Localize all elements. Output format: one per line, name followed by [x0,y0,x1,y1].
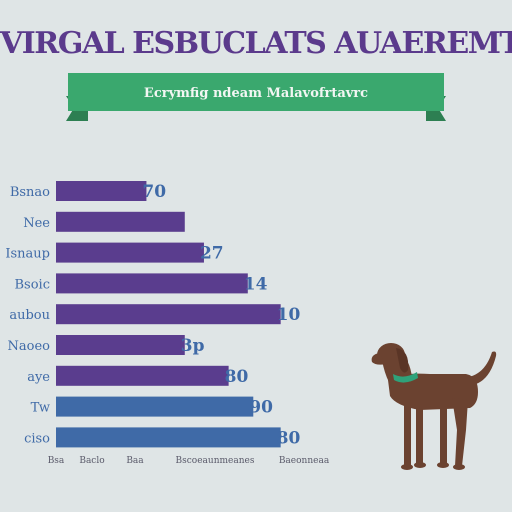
data-label: 27 [200,244,224,264]
bar [56,211,185,232]
category-label: aye [27,370,50,385]
category-label: Isnaup [5,247,50,262]
bar [56,242,204,263]
category-label: ciso [24,431,50,446]
category-label: Naoeo [8,339,51,354]
bar [56,427,281,448]
x-tick-label: Baa [126,456,144,466]
category-label: Nee [23,216,50,231]
x-tick-label: Baeonneaa [279,456,330,466]
data-label: 90 [249,398,273,418]
bar [56,181,147,201]
data-label: 14 [244,274,268,294]
data-label: 3p [181,336,205,356]
bar [56,365,229,386]
dog-icon [371,343,497,470]
category-label: Bsoic [15,277,51,292]
x-tick-labels: Bsa Baclo Baa Bscoeaunmeanes Baeonneaa [48,456,330,466]
bar [56,396,254,417]
category-label: Tw [31,401,50,416]
bar [56,335,185,355]
x-tick-label: Bsa [48,456,65,466]
banner-text: Ecrymfig ndeam Malavofrtavrc [144,86,368,101]
data-label: 70 [142,182,166,202]
category-label: Bsnao [10,185,50,200]
data-label: 80 [225,367,249,387]
data-label: 80 [277,428,301,448]
banner-ribbon [68,73,444,111]
bars-group: Bsnao 70 Nee Isnaup 27 Bsoic 14 aubou 10 Naoeo 3p a… [5,181,301,448]
data-label: 10 [277,305,301,325]
bar [56,273,248,294]
page-title: VIRGAL ESBUCLATS AUAEREMTORS [0,26,512,61]
banner: Ecrymfig ndeam Malavofrtavrc [66,73,446,121]
bar [56,304,281,325]
category-label: aubou [9,308,50,323]
collar [393,372,418,383]
x-tick-label: Bscoeaunmeanes [176,456,255,466]
x-tick-label: Baclo [79,456,104,466]
